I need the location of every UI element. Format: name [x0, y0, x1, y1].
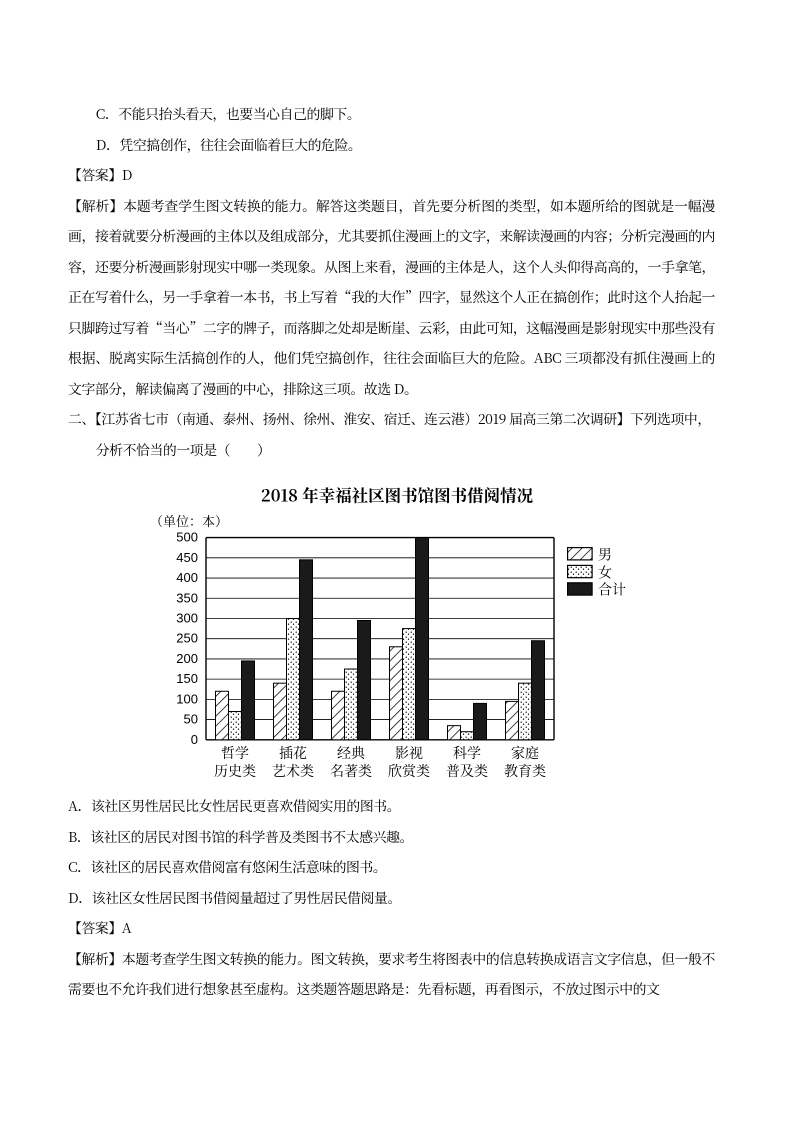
- svg-text:合计: 合计: [598, 580, 626, 600]
- svg-text:历史类: 历史类: [214, 761, 256, 781]
- svg-text:400: 400: [176, 570, 198, 585]
- svg-text:250: 250: [176, 631, 198, 646]
- svg-text:普及类: 普及类: [446, 761, 488, 781]
- svg-text:艺术类: 艺术类: [272, 761, 314, 781]
- svg-text:影视: 影视: [395, 743, 423, 763]
- svg-text:150: 150: [176, 671, 198, 686]
- svg-text:哲学: 哲学: [221, 743, 249, 763]
- svg-text:教育类: 教育类: [504, 761, 546, 781]
- svg-text:经典: 经典: [337, 743, 366, 763]
- svg-text:100: 100: [176, 691, 198, 706]
- svg-text:家庭: 家庭: [511, 743, 539, 763]
- svg-text:300: 300: [176, 610, 198, 625]
- svg-text:科学: 科学: [453, 743, 481, 763]
- svg-text:500: 500: [176, 530, 198, 545]
- svg-text:名著类: 名著类: [330, 761, 372, 781]
- svg-text:450: 450: [176, 550, 198, 565]
- svg-text:欣赏类: 欣赏类: [388, 761, 430, 781]
- svg-text:350: 350: [176, 590, 198, 605]
- svg-text:插花: 插花: [279, 743, 307, 763]
- svg-text:50: 50: [184, 712, 198, 727]
- svg-text:2018 年幸福社区图书馆图书借阅情况: 2018 年幸福社区图书馆图书借阅情况: [261, 486, 534, 507]
- svg-text:（单位：本）: （单位：本）: [150, 511, 228, 530]
- svg-text:200: 200: [176, 651, 198, 666]
- svg-text:0: 0: [191, 732, 198, 747]
